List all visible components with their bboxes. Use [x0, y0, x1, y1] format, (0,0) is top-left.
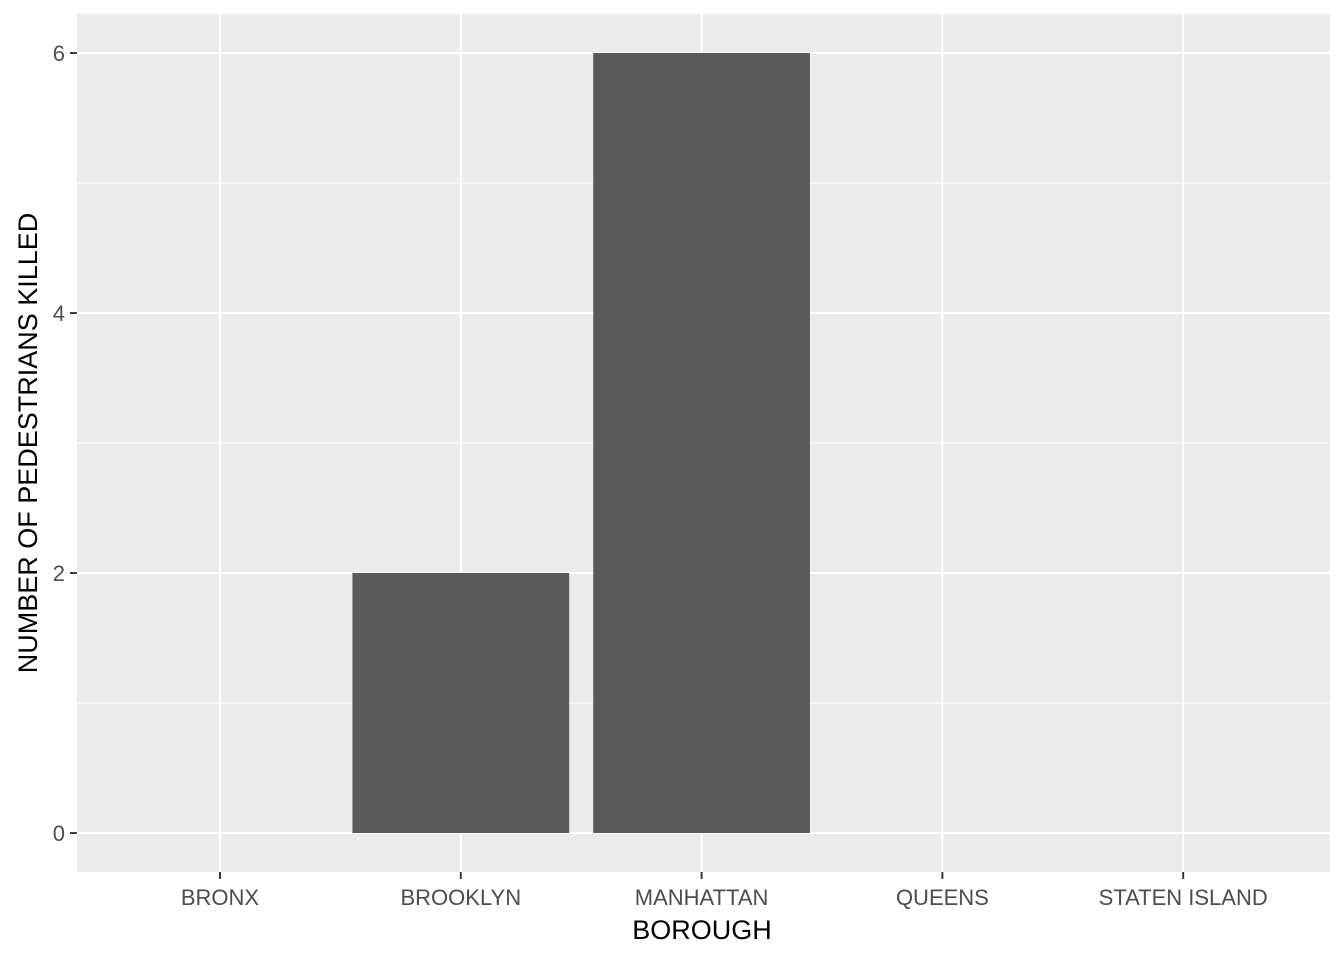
bar-manhattan: [593, 53, 810, 833]
x-tick-label: BRONX: [181, 885, 260, 910]
bars-group: [352, 53, 810, 833]
y-tick-label: 0: [53, 821, 65, 846]
y-tick-label: 2: [53, 561, 65, 586]
x-axis: BRONX BROOKLYN MANHATTAN QUEENS STATEN ISLAN…: [181, 872, 1268, 910]
x-axis-title: BOROUGH: [632, 915, 772, 945]
bar-brooklyn: [352, 573, 570, 833]
y-tick-label: 6: [53, 41, 65, 66]
x-tick-label: BROOKLYN: [400, 885, 521, 910]
y-axis-title: NUMBER OF PEDESTRIANS KILLED: [13, 213, 43, 674]
x-tick-label: MANHATTAN: [635, 885, 769, 910]
x-tick-label: STATEN ISLAND: [1099, 885, 1268, 910]
x-tick-label: QUEENS: [896, 885, 989, 910]
y-axis: 0 2 4 6: [53, 41, 77, 846]
y-tick-label: 4: [53, 301, 65, 326]
